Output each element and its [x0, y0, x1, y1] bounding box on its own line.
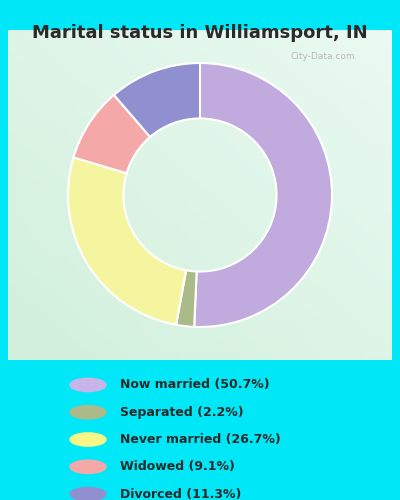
Circle shape [70, 460, 106, 473]
Wedge shape [68, 158, 186, 325]
Circle shape [70, 433, 106, 446]
Text: Never married (26.7%): Never married (26.7%) [120, 433, 281, 446]
Wedge shape [114, 63, 200, 137]
Circle shape [70, 406, 106, 419]
Wedge shape [194, 63, 332, 327]
Text: Now married (50.7%): Now married (50.7%) [120, 378, 270, 392]
Text: Divorced (11.3%): Divorced (11.3%) [120, 488, 241, 500]
Circle shape [70, 378, 106, 392]
Text: Separated (2.2%): Separated (2.2%) [120, 406, 244, 418]
Circle shape [70, 488, 106, 500]
Wedge shape [176, 270, 197, 327]
Wedge shape [74, 95, 150, 173]
Text: Marital status in Williamsport, IN: Marital status in Williamsport, IN [32, 24, 368, 42]
Text: Widowed (9.1%): Widowed (9.1%) [120, 460, 235, 473]
Text: City-Data.com: City-Data.com [290, 52, 355, 61]
